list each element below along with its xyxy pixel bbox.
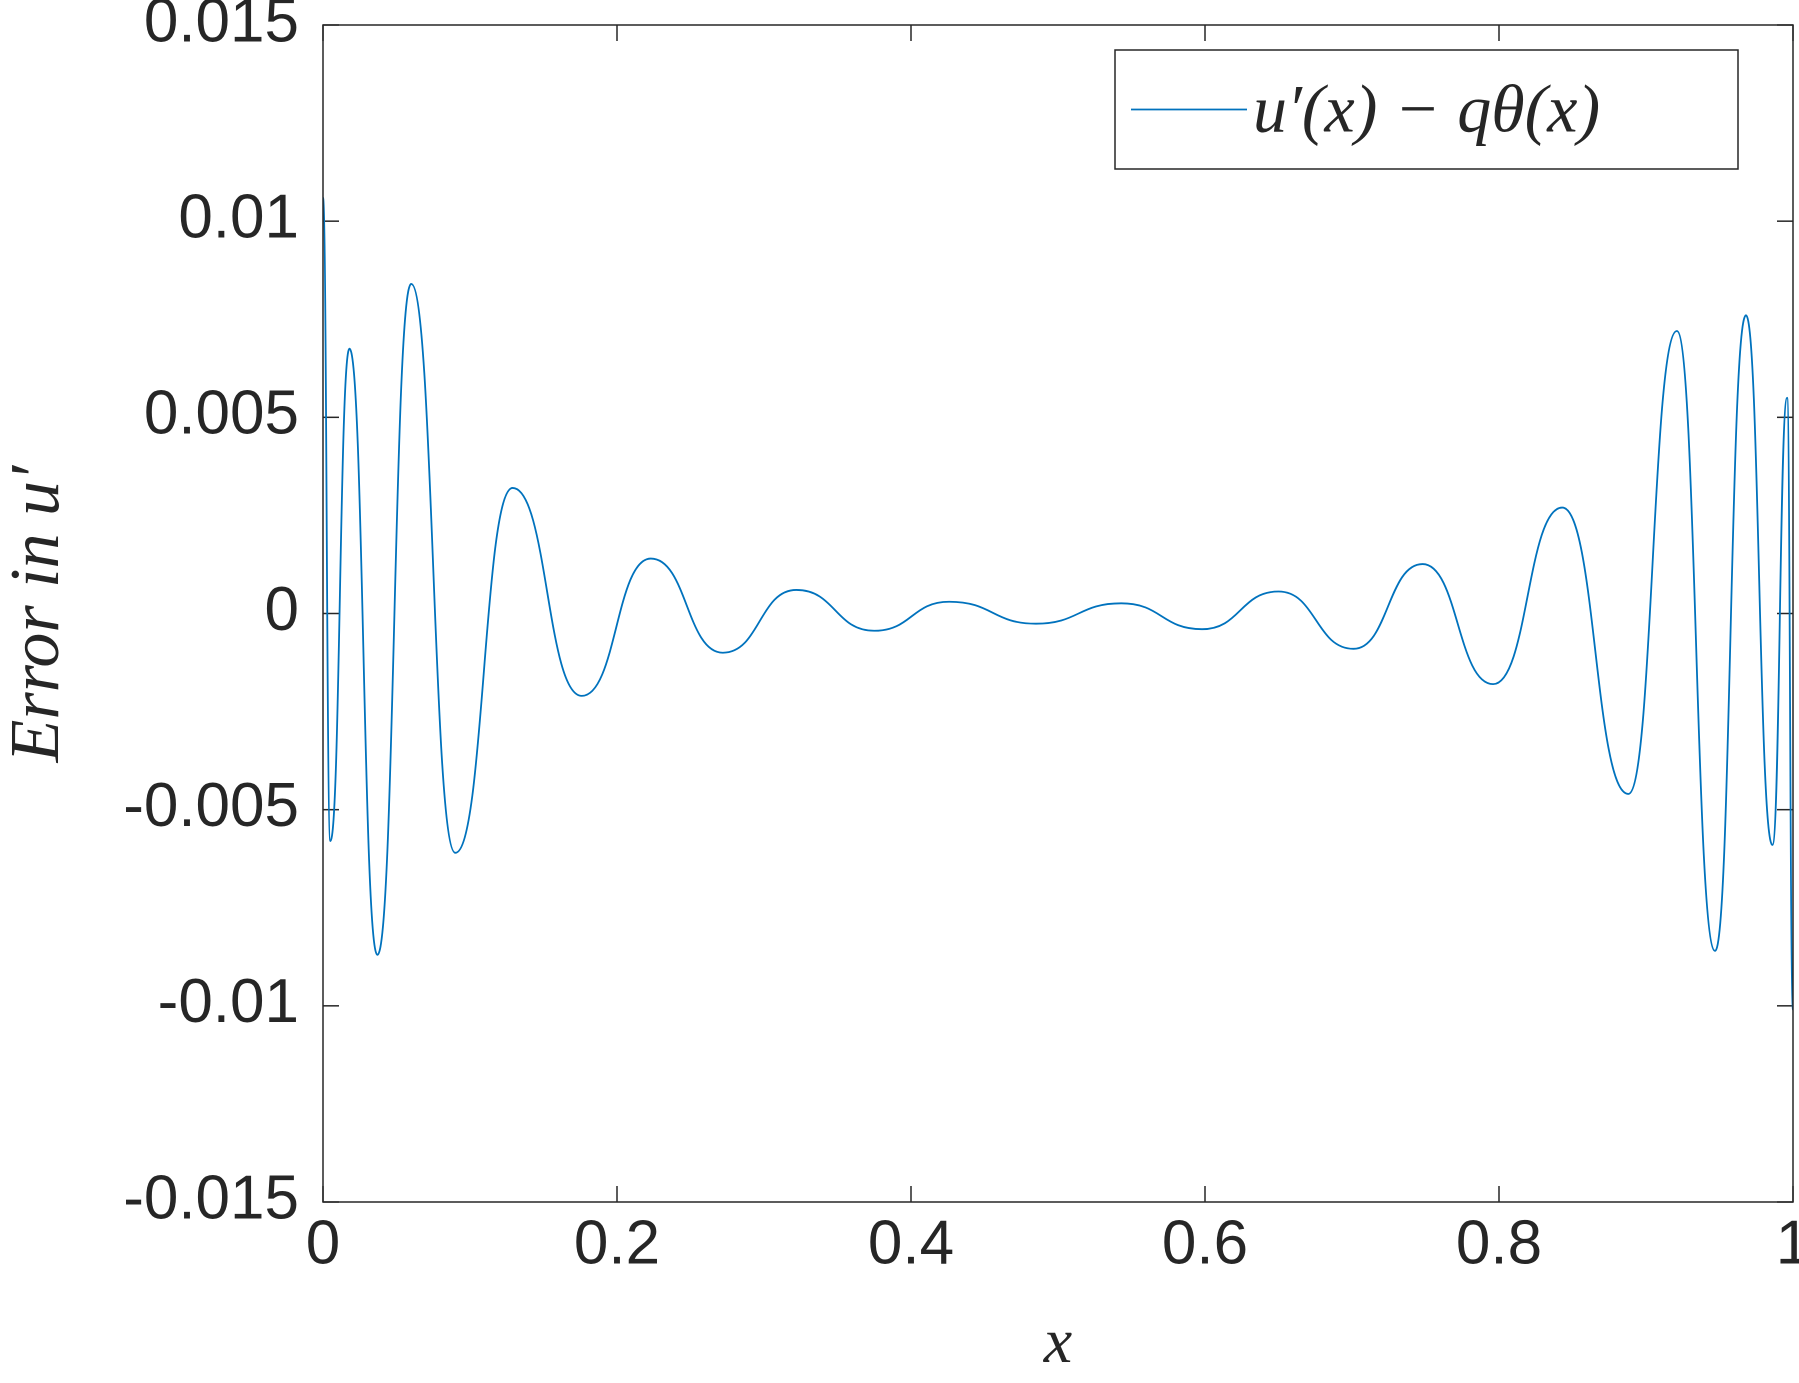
y-tick-label: 0.01 (178, 183, 299, 252)
plot-frame (322, 24, 1794, 1203)
y-tick-label: -0.005 (123, 771, 299, 840)
y-tick-label: -0.015 (123, 1163, 299, 1232)
y-tick-label: 0.015 (144, 0, 299, 55)
x-tick-label: 0 (306, 1208, 340, 1277)
legend-label: u′(x) − qθ(x) (1253, 71, 1600, 147)
y-tick-label: 0 (265, 575, 299, 644)
y-tick-label: -0.01 (158, 967, 299, 1036)
x-tick-label: 0.4 (868, 1208, 954, 1277)
x-tick-label: 0.8 (1456, 1208, 1542, 1277)
x-tick-label: 0.6 (1162, 1208, 1248, 1277)
y-tick-label: 0.005 (144, 379, 299, 448)
x-tick-label: 0.2 (574, 1208, 660, 1277)
data-line (322, 196, 1794, 1011)
y-axis-label: Error in u′ (0, 464, 74, 763)
x-tick-label: 1 (1776, 1208, 1799, 1277)
x-axis-label: x (1043, 1305, 1072, 1376)
